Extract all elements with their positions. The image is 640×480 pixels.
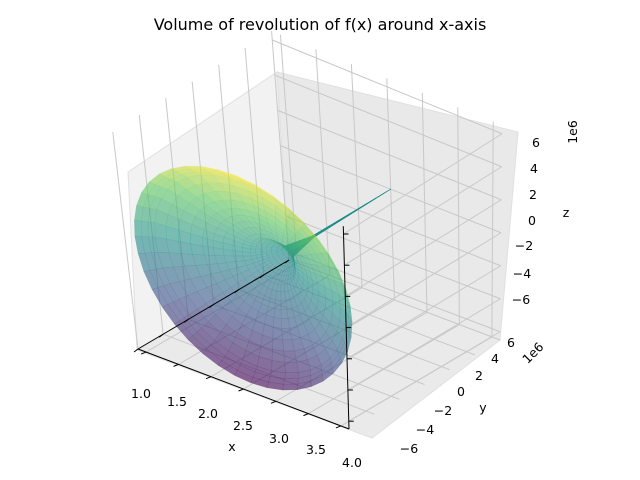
surface-patch <box>255 248 262 253</box>
surface-patch <box>283 378 299 385</box>
x-tick-label: 1.5 <box>167 394 187 409</box>
surface-patch <box>140 220 149 237</box>
z-axis-label: z <box>563 205 570 220</box>
surface-patch <box>368 201 372 204</box>
gridline-z-right <box>343 133 503 235</box>
y-tick-label: −6 <box>400 441 418 456</box>
surface-patch <box>260 248 267 252</box>
y-tick-label: 4 <box>491 351 499 366</box>
z-tick-label: −4 <box>513 266 531 281</box>
gridline-y-wall <box>491 121 494 337</box>
gridline-y-wall <box>457 107 460 325</box>
surface-patch <box>337 220 340 223</box>
surface-patch <box>280 284 285 292</box>
surface-of-revolution <box>134 165 391 391</box>
surface-patch <box>385 190 389 193</box>
surface-patch <box>282 383 299 391</box>
z-tick-label: −6 <box>512 292 530 307</box>
x-tick-label: 4.0 <box>342 455 362 470</box>
gridline-y-floor <box>308 324 460 415</box>
gridline-z-left <box>272 39 503 135</box>
x-tick-label: 2.0 <box>198 406 218 421</box>
gridline-z-right <box>345 232 502 329</box>
x-tick-label: 3.0 <box>269 431 289 446</box>
axes-3d <box>112 31 519 439</box>
gridline-z-right <box>344 166 502 266</box>
surface-patch <box>271 248 277 251</box>
surface-patch <box>273 317 282 329</box>
z-tick-label: 2 <box>529 187 537 202</box>
surface-patch <box>185 165 207 170</box>
surface-patch <box>134 220 142 237</box>
y-tick-label: −2 <box>434 403 452 418</box>
z-tick-label: 4 <box>530 161 538 176</box>
surface-patch <box>366 202 369 205</box>
gridline-z-right <box>344 199 502 297</box>
surface-patch <box>141 181 156 195</box>
surface-patch <box>275 290 282 301</box>
surface-patch <box>273 308 282 319</box>
z-tick-label: 6 <box>532 135 540 150</box>
surface-patch <box>363 204 367 207</box>
gridline-y-wall <box>421 92 428 313</box>
z-tick-label: −2 <box>515 238 533 253</box>
z-offset-label: 1e6 <box>565 120 580 144</box>
gridline-x-wall <box>112 131 139 350</box>
x-tick-label: 1.0 <box>131 386 151 401</box>
y-tick-label: 6 <box>507 335 515 350</box>
x-axis-label: x <box>228 439 235 454</box>
y-tick-label: 2 <box>475 368 483 383</box>
surface-patch <box>383 191 386 194</box>
surface-patch <box>272 338 284 352</box>
surface-patch <box>373 197 377 200</box>
surface-patch <box>147 221 156 238</box>
surface-patch <box>284 372 299 379</box>
gridline-y-floor <box>340 336 493 427</box>
surface-patch <box>284 361 299 373</box>
surface-patch <box>148 173 166 185</box>
gridline-z-left <box>274 74 502 168</box>
surface-patch <box>363 204 367 207</box>
surface-patch <box>272 326 283 340</box>
gridline-z-left <box>277 109 502 201</box>
surface-patch <box>338 218 342 221</box>
surface-patch <box>274 299 282 310</box>
surface-patch <box>354 210 357 213</box>
surface-patch <box>250 248 256 253</box>
y-axis-label: y <box>479 400 487 415</box>
chart-title: Volume of revolution of f(x) around x-ax… <box>154 15 487 34</box>
gridline-z-right <box>346 265 501 360</box>
x-tick-label: 3.5 <box>306 442 326 457</box>
surface-patch <box>158 168 178 177</box>
x-tick-label: 2.5 <box>233 418 253 433</box>
surface-patch <box>266 248 272 252</box>
gridline-z-left <box>280 145 502 234</box>
surface-patch <box>356 208 360 211</box>
surface-patch <box>136 192 149 208</box>
y-tick-label: 0 <box>457 384 465 399</box>
z-tick-label: 0 <box>528 213 536 228</box>
surface-patch <box>271 349 285 363</box>
surface-patch <box>371 199 374 202</box>
y-tick-label: −4 <box>416 422 434 437</box>
